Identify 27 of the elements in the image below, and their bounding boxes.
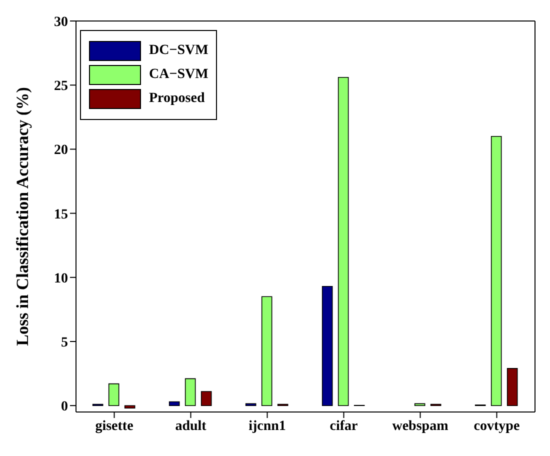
bar (261, 296, 272, 406)
x-tick-label: covtype (474, 418, 520, 434)
x-tick-label: gisette (95, 418, 134, 434)
legend-label: DC−SVM (149, 43, 208, 59)
y-tick-label: 20 (54, 143, 68, 158)
y-tick-label: 15 (54, 207, 68, 222)
legend-label: Proposed (149, 91, 205, 107)
bar (200, 391, 212, 406)
y-tick-label: 0 (61, 400, 68, 415)
x-tick-label: cifar (330, 418, 358, 434)
y-tick-label: 5 (61, 335, 68, 350)
bar (490, 136, 502, 406)
y-tick-label: 10 (54, 271, 68, 286)
bar (322, 286, 333, 406)
bar (168, 401, 180, 406)
bar (338, 77, 349, 406)
y-axis-title: Loss in Classification Accuracy (%) (13, 87, 32, 346)
bar (506, 368, 518, 406)
bar (184, 378, 196, 406)
x-tick-label: webspam (392, 418, 449, 434)
y-tick-label: 30 (54, 14, 68, 30)
y-tick-label: 25 (54, 79, 68, 94)
bar (108, 383, 120, 406)
x-tick-label: adult (175, 418, 207, 434)
x-tick-label: ijcnn1 (248, 418, 286, 434)
legend-label: CA−SVM (149, 67, 208, 83)
bar (124, 405, 136, 409)
